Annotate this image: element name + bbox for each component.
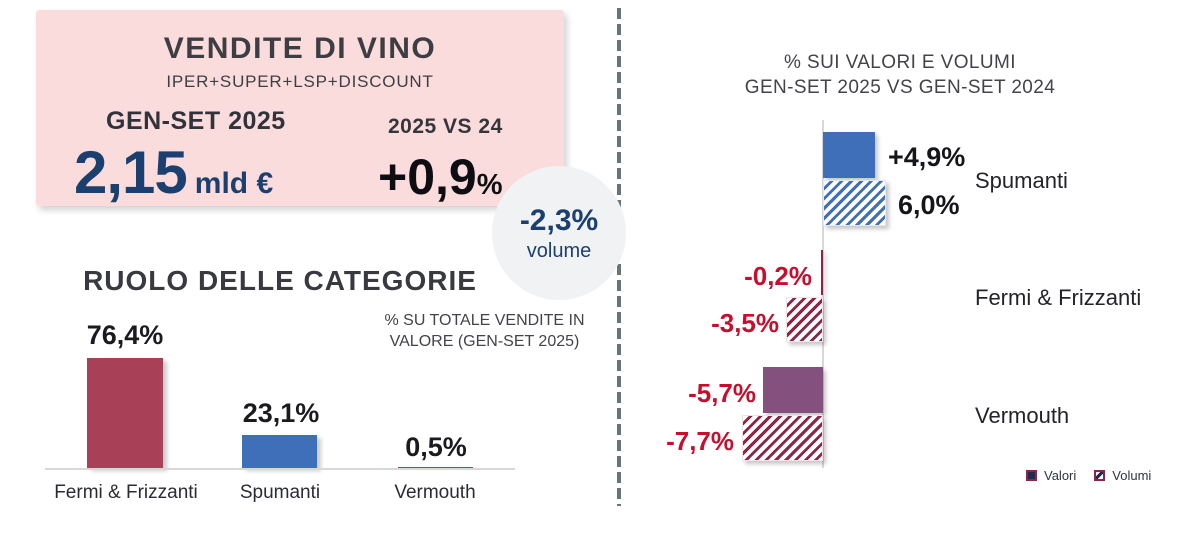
- left-chart-title: RUOLO DELLE CATEGORIE: [83, 265, 477, 296]
- bar-spumanti: [242, 435, 317, 468]
- right-chart-axis: [822, 120, 824, 468]
- category-label-fermi: Fermi & Frizzanti: [54, 482, 198, 503]
- left-chart-note-line2: VALORE (GEN-SET 2025): [389, 333, 580, 350]
- period-label: GEN-SET 2025: [106, 107, 286, 135]
- volume-change-label: volume: [526, 240, 592, 262]
- bar-fermi-frizzanti: [87, 358, 163, 468]
- left-chart-note-line1: % SU TOTALE VENDITE IN: [384, 312, 585, 329]
- valori-swatch-icon: [1026, 470, 1037, 481]
- bar-value-spumanti: 23,1%: [242, 398, 320, 428]
- left-chart-note: % SU TOTALE VENDITE IN VALORE (GEN-SET 2…: [372, 310, 597, 352]
- legend-item-valori: Valori: [1026, 468, 1076, 483]
- vs-value: +0,9: [378, 149, 477, 205]
- right-chart-title-line1: % SUI VALORI E VOLUMI: [784, 52, 1016, 73]
- value-label-valori-fermi: -0,2%: [744, 261, 812, 291]
- right-chart-title-line2: GEN-SET 2025 VS GEN-SET 2024: [744, 77, 1056, 98]
- value-label-valori-spumanti: +4,9%: [888, 142, 966, 172]
- bar-vermouth: [398, 467, 473, 468]
- bar-value-fermi: 76,4%: [86, 320, 164, 350]
- bar-valori-fermi: [821, 250, 823, 295]
- legend-item-volumi: Volumi: [1094, 468, 1151, 483]
- bar-valori-spumanti: [823, 132, 875, 178]
- bar-volumi-vermouth: [742, 415, 823, 461]
- vs-value-row: +0,9%: [378, 148, 503, 206]
- card-subtitle: IPER+SUPER+LSP+DISCOUNT: [166, 72, 434, 91]
- bar-volumi-spumanti: [823, 180, 886, 226]
- volumi-swatch-icon: [1094, 470, 1106, 481]
- wine-sales-summary-card: VENDITE DI VINO IPER+SUPER+LSP+DISCOUNT …: [36, 10, 564, 206]
- right-category-vermouth: Vermouth: [975, 403, 1070, 428]
- sales-value-row: 2,15 mld €: [74, 138, 273, 207]
- category-label-vermouth: Vermouth: [394, 482, 476, 503]
- bar-value-vermouth: 0,5%: [405, 432, 467, 462]
- sales-value-unit: mld €: [194, 167, 274, 200]
- sales-value: 2,15: [74, 139, 188, 206]
- vs-period-label: 2025 VS 24: [388, 115, 503, 138]
- card-title: VENDITE DI VINO: [163, 32, 437, 65]
- value-label-volumi-vermouth: -7,7%: [666, 426, 734, 456]
- category-label-spumanti: Spumanti: [239, 482, 321, 503]
- right-category-spumanti: Spumanti: [975, 168, 1068, 193]
- value-label-volumi-spumanti: 6,0%: [898, 190, 960, 220]
- bar-volumi-fermi: [786, 297, 823, 342]
- volume-change-value: -2,3%: [519, 204, 599, 237]
- value-label-volumi-fermi: -3,5%: [711, 308, 779, 338]
- value-label-valori-vermouth: -5,7%: [688, 378, 756, 408]
- legend-label-volumi: Volumi: [1112, 468, 1152, 483]
- legend-label-valori: Valori: [1044, 468, 1077, 483]
- volume-change-badge: -2,3% volume: [492, 166, 626, 300]
- right-chart-legend: Valori Volumi: [1026, 468, 1151, 483]
- right-chart-title: % SUI VALORI E VOLUMI GEN-SET 2025 VS GE…: [700, 50, 1100, 100]
- left-chart-baseline: [45, 468, 515, 470]
- bar-valori-vermouth: [763, 367, 823, 413]
- right-category-fermi: Fermi & Frizzanti: [975, 285, 1142, 310]
- vs-value-unit: %: [476, 169, 503, 201]
